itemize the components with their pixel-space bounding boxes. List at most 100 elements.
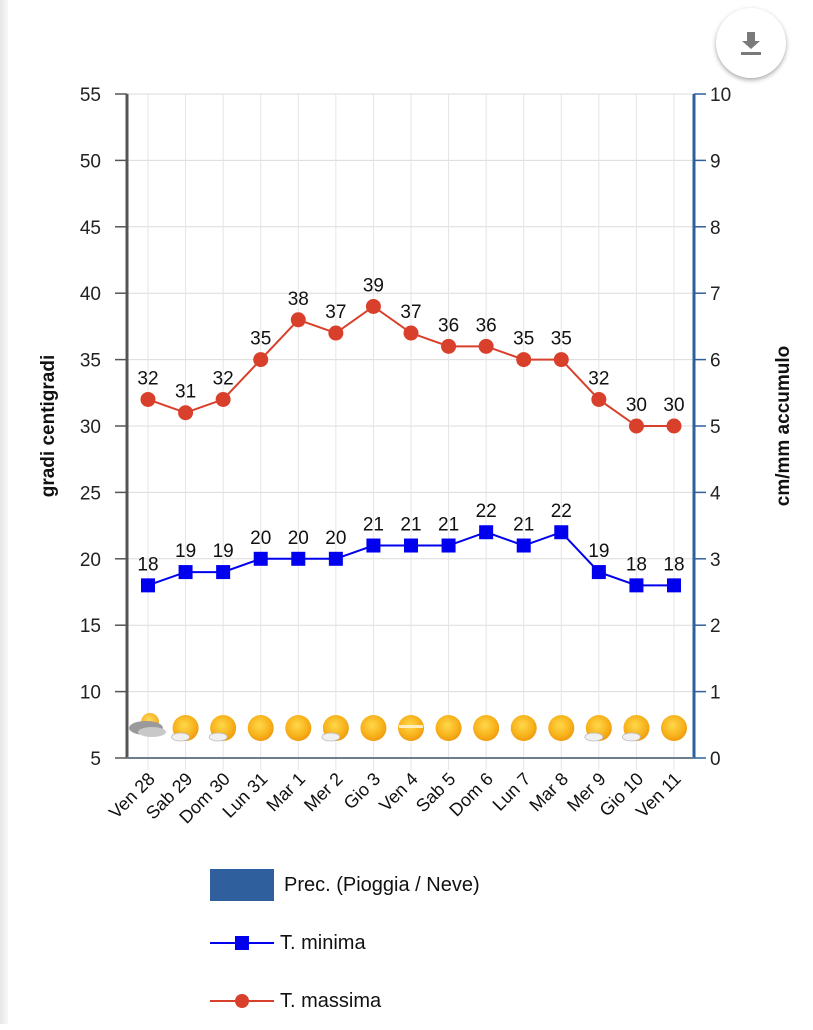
legend: Prec. (Pioggia / Neve) T. minima T. mass…: [210, 856, 480, 1030]
sun-cloud-icon: [321, 715, 349, 742]
y2-tick-label: 8: [710, 218, 721, 239]
min-point: [479, 525, 494, 540]
min-point: [141, 578, 155, 593]
min-point: [554, 525, 569, 540]
max-data-label: 35: [551, 329, 572, 350]
y2-tick-label: 6: [710, 351, 721, 372]
max-point: [178, 405, 194, 421]
max-data-label: 35: [250, 329, 271, 350]
sun-icon: [548, 715, 575, 741]
x-tick-label: Mar 8: [525, 769, 572, 816]
y-tick-label: 20: [80, 550, 101, 571]
sun-cloud-icon: [208, 715, 237, 742]
max-data-label: 30: [626, 395, 647, 416]
legend-label: Prec. (Pioggia / Neve): [284, 873, 480, 896]
min-point: [404, 538, 418, 553]
page-edge: [0, 0, 8, 1024]
sun-icon: [285, 715, 312, 741]
legend-label: T. minima: [280, 931, 366, 954]
max-data-label: 30: [663, 395, 684, 416]
y2-tick-label: 10: [710, 85, 731, 106]
sun-cloud-icon: [171, 715, 199, 742]
min-point: [591, 565, 606, 580]
min-data-label: 19: [213, 541, 234, 562]
sun-icon: [510, 715, 537, 741]
min-data-label: 22: [476, 501, 497, 522]
x-tick-label: Dom 6: [445, 769, 497, 821]
sun-icon: [661, 715, 687, 741]
series: [140, 298, 682, 593]
min-data-label: 18: [626, 554, 647, 575]
legend-item-max[interactable]: T. massima: [210, 972, 480, 1030]
partly-cloudy-icon: [129, 713, 166, 737]
max-swatch: [210, 993, 274, 1009]
y-tick-label: 30: [80, 417, 101, 438]
x-tick-label: Lun 7: [489, 769, 535, 815]
sun-icon: [473, 715, 500, 741]
min-point: [328, 551, 343, 566]
x-tick-label: Mar 1: [262, 769, 309, 816]
y-tick-label: 15: [80, 616, 101, 637]
y2-axis-title: cm/mm accumulo: [773, 346, 794, 507]
max-data-label: 35: [513, 329, 534, 350]
legend-item-min[interactable]: T. minima: [210, 914, 480, 972]
legend-item-precip[interactable]: Prec. (Pioggia / Neve): [210, 856, 480, 914]
y2-tick-label: 5: [710, 417, 721, 438]
min-point: [253, 551, 268, 566]
max-data-label: 32: [137, 368, 158, 389]
max-data-label: 32: [588, 368, 609, 389]
min-data-label: 21: [400, 515, 421, 536]
download-button[interactable]: [716, 8, 786, 78]
x-tick-label: Ven 4: [375, 769, 422, 816]
y-axis-title: gradi centigradi: [38, 355, 59, 498]
min-point: [178, 565, 193, 580]
max-data-label: 37: [325, 302, 346, 323]
max-data-label: 32: [213, 368, 234, 389]
min-data-label: 18: [663, 554, 684, 575]
min-point: [516, 538, 531, 553]
y2-tick-label: 9: [710, 151, 721, 172]
y-tick-label: 55: [80, 85, 101, 106]
sun-cloud-icon: [584, 715, 612, 742]
max-point: [478, 338, 494, 354]
precip-swatch: [210, 869, 274, 901]
sun-icon: [247, 715, 274, 741]
max-point: [591, 391, 607, 407]
legend-label: T. massima: [280, 989, 382, 1012]
min-point: [667, 578, 681, 593]
max-point: [140, 391, 156, 407]
max-data-label: 38: [288, 289, 309, 310]
y-tick-label: 35: [80, 351, 101, 372]
sun-icon: [435, 715, 462, 741]
min-data-label: 21: [363, 515, 384, 536]
min-data-label: 19: [588, 541, 609, 562]
max-point: [290, 312, 306, 328]
min-data-label: 21: [513, 515, 534, 536]
min-data-label: 20: [325, 528, 346, 549]
max-point: [215, 391, 231, 407]
max-point: [666, 418, 682, 434]
y-tick-label: 5: [90, 749, 101, 770]
max-point: [328, 325, 344, 341]
min-point: [441, 538, 456, 553]
min-data-label: 21: [438, 515, 459, 536]
y-tick-label: 40: [80, 284, 101, 305]
x-tick-label: Mer 2: [300, 769, 347, 816]
max-data-label: 36: [438, 315, 459, 336]
min-data-label: 18: [137, 554, 158, 575]
grid: [127, 93, 694, 770]
y-tick-label: 50: [80, 151, 101, 172]
y2-tick-label: 3: [710, 550, 721, 571]
sun-icon: [360, 715, 387, 741]
max-point: [403, 325, 419, 341]
max-data-label: 36: [476, 315, 497, 336]
min-data-label: 20: [250, 528, 271, 549]
y-tick-label: 45: [80, 218, 101, 239]
sun-haze-icon: [398, 715, 424, 741]
max-point: [516, 352, 532, 368]
download-icon: [741, 32, 761, 55]
max-point: [553, 352, 569, 368]
y2-tick-label: 7: [710, 284, 721, 305]
y2-tick-label: 2: [710, 616, 721, 637]
